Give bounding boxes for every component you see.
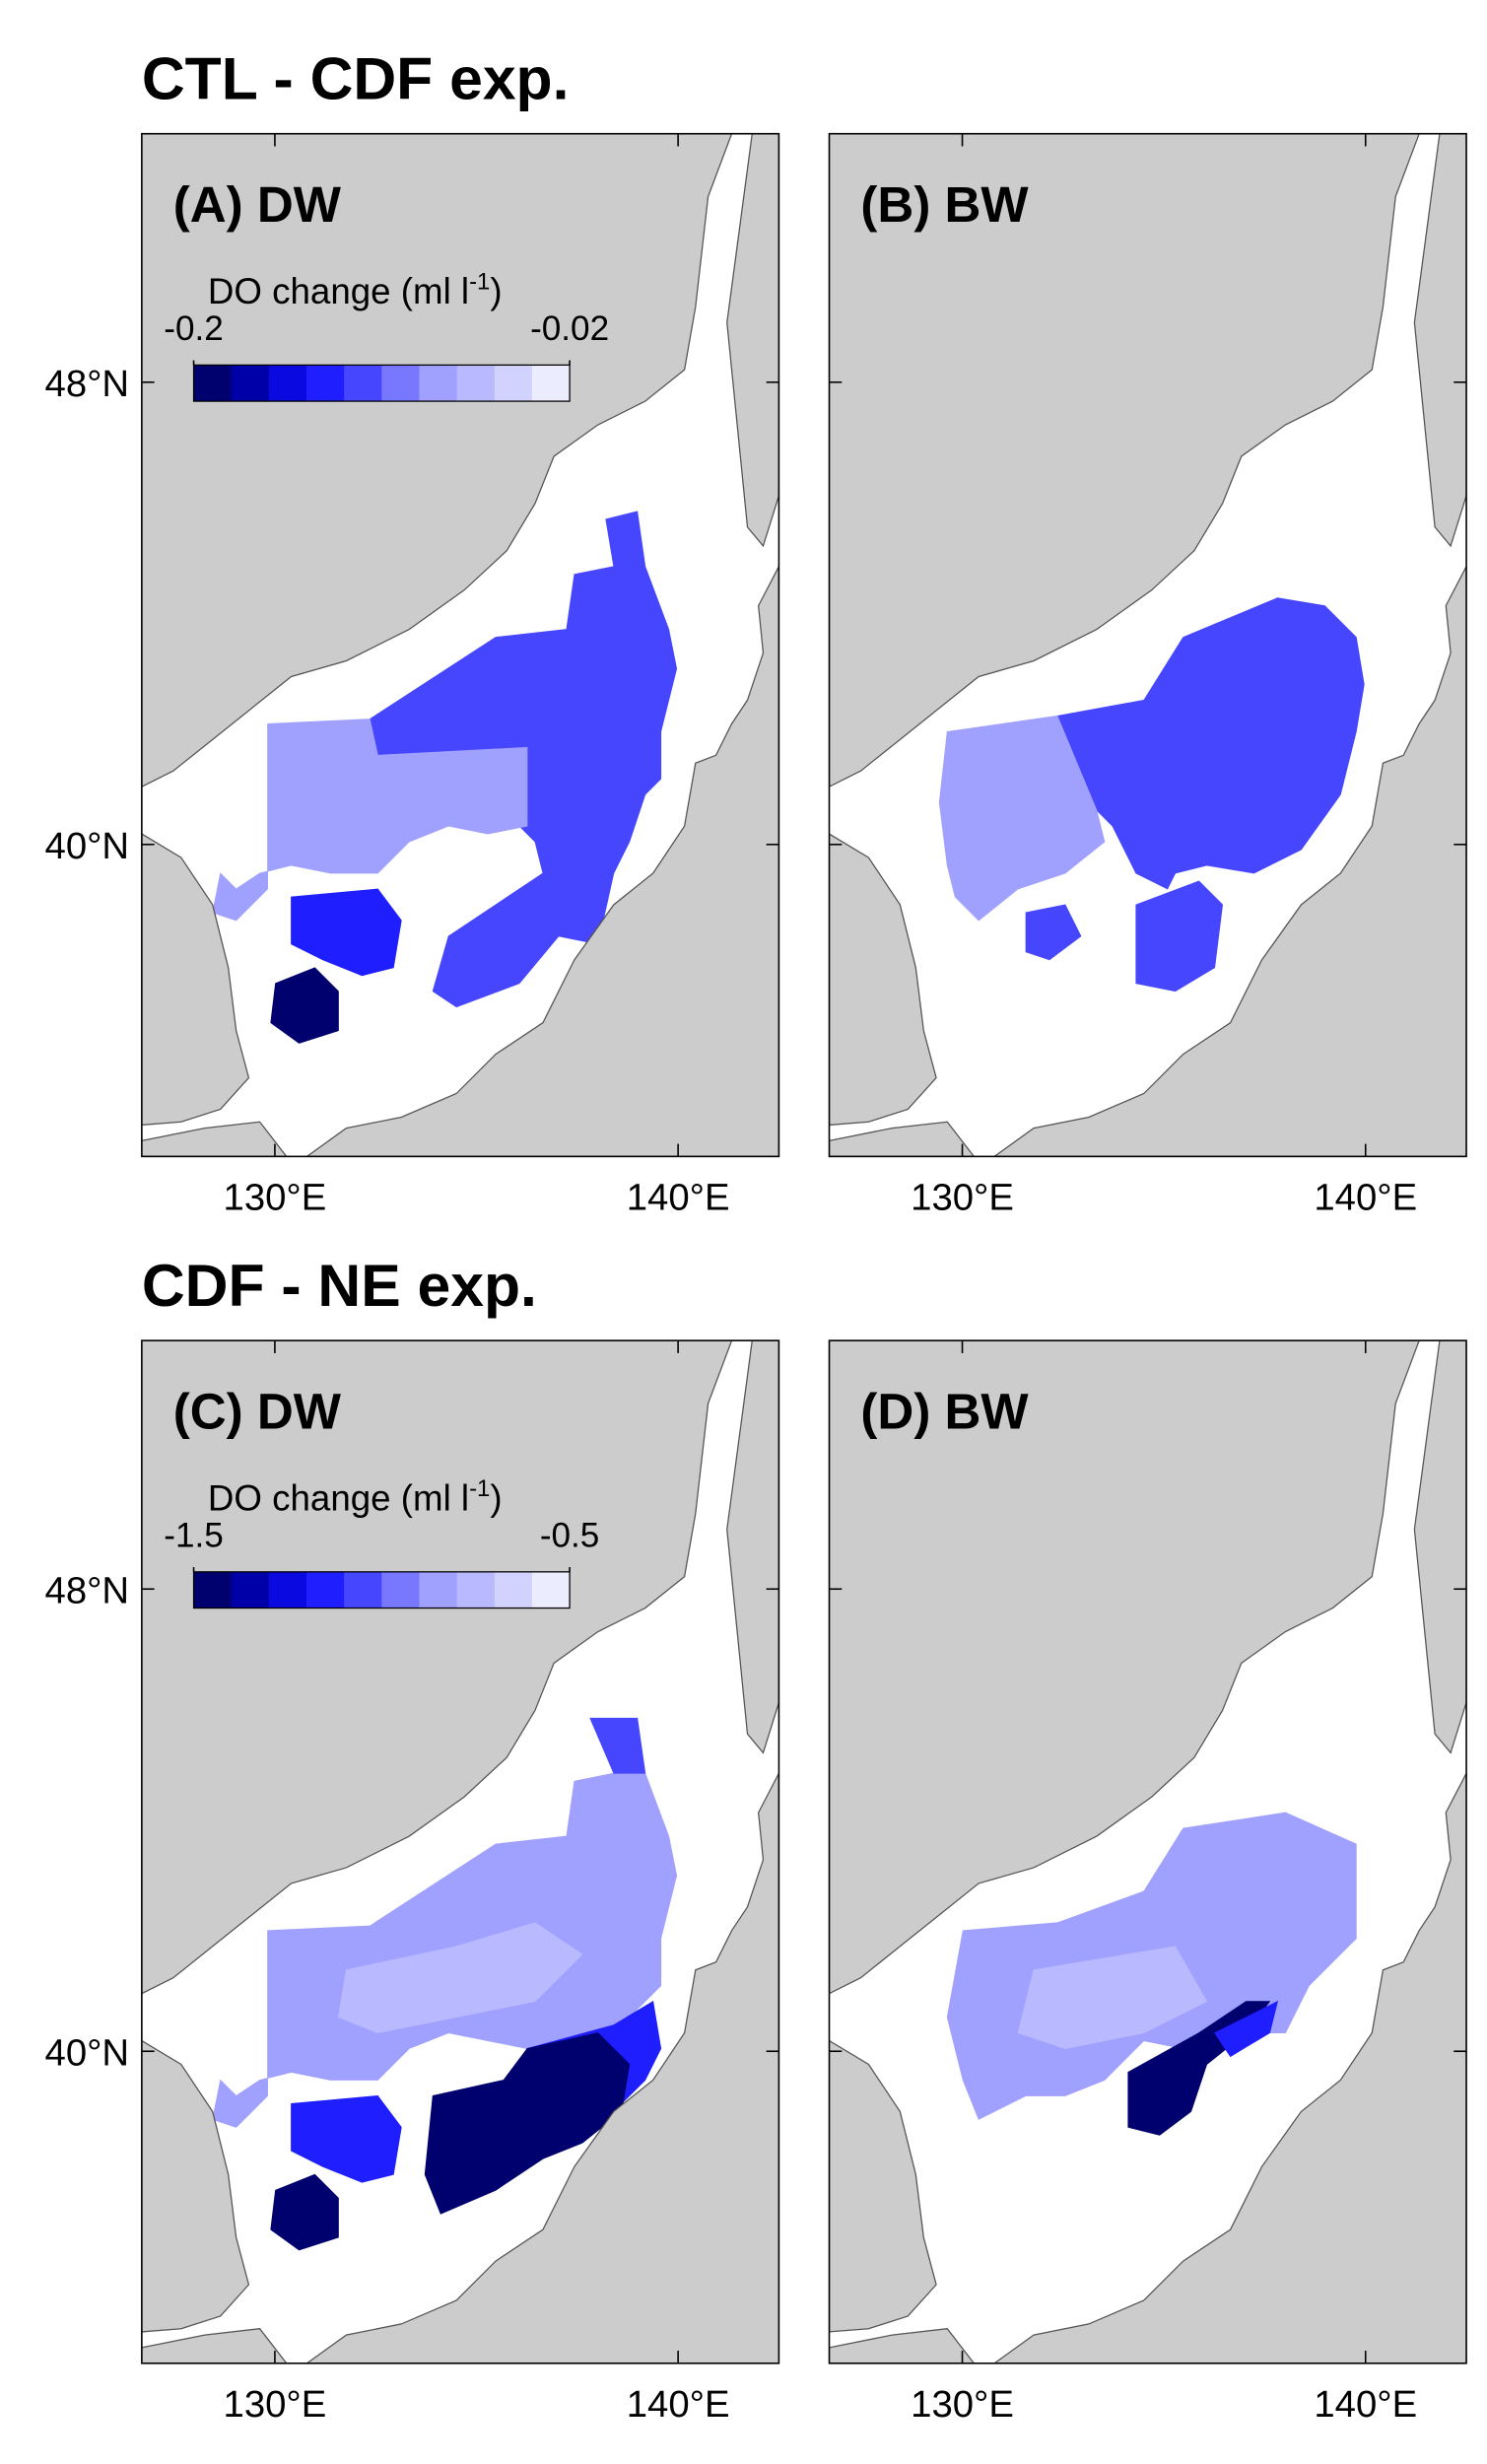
map-panel: 130°E 140°E (B) BW <box>828 132 1467 1219</box>
colorbar-frame <box>192 1571 571 1609</box>
colorbar-label: DO change (ml l-1) <box>208 269 503 311</box>
colorbar-label-end: ) <box>490 271 502 311</box>
map-area <box>141 1340 779 2363</box>
colorbar-tick-label: -0.02 <box>530 309 609 348</box>
x-tick-label: 140°E <box>627 1177 730 1219</box>
row-title: CDF - NE exp. <box>142 1252 537 1319</box>
colorbar-tick-label: -1.5 <box>164 1516 224 1554</box>
colorbar-swatch <box>381 365 420 402</box>
colorbar-label-text: DO change (ml l <box>208 271 469 311</box>
do-change-patch <box>1214 2000 1279 2058</box>
colorbar-swatch <box>381 1571 420 1608</box>
colorbar-swatch <box>268 365 307 402</box>
map-area <box>829 1340 1467 2363</box>
colorbar-swatch <box>344 365 382 402</box>
y-tick-label: 48°N <box>45 363 130 405</box>
panel-label: (B) BW <box>860 176 1029 233</box>
y-tick-label: 40°N <box>45 2032 130 2075</box>
do-change-patch <box>1025 904 1082 961</box>
do-change-patch <box>291 888 402 977</box>
colorbar-label: DO change (ml l-1) <box>208 1475 503 1518</box>
map-frame <box>828 132 1467 1158</box>
colorbar-label-text: DO change (ml l <box>208 1478 469 1519</box>
x-tick-label: 130°E <box>911 2383 1014 2426</box>
colorbar-swatch <box>193 1571 233 1608</box>
do-change-patch <box>270 2173 339 2251</box>
map-frame <box>141 1339 780 2364</box>
x-tick-label: 140°E <box>1314 2383 1417 2426</box>
colorbar-swatch <box>419 365 458 402</box>
colorbar-swatch <box>494 365 533 402</box>
do-change-patch <box>369 511 678 1008</box>
x-tick-label: 140°E <box>627 2383 730 2426</box>
map-area <box>141 133 779 1157</box>
do-change-patch <box>337 1922 583 2033</box>
x-tick-label: 130°E <box>224 1177 327 1219</box>
colorbar-label-end: ) <box>490 1478 502 1519</box>
colorbar-swatch <box>456 1571 496 1608</box>
panel-label: (C) DW <box>173 1384 342 1440</box>
colorbar-label-exponent: -1 <box>469 269 490 296</box>
do-change-patch <box>1017 1946 1208 2049</box>
do-change-patch <box>291 2095 402 2183</box>
colorbar-swatch <box>193 365 233 402</box>
map-panel: 130°E 140°E (D) BW <box>828 1339 1467 2426</box>
colorbar-swatch <box>456 365 496 402</box>
colorbar-tick-label: -0.2 <box>164 309 224 348</box>
do-change-patch <box>270 967 339 1044</box>
do-change-patch <box>938 715 1106 922</box>
x-tick-label: 140°E <box>1314 1177 1417 1219</box>
x-tick-label: 130°E <box>224 2383 327 2426</box>
map-frame <box>828 1339 1467 2364</box>
colorbar-swatch <box>494 1571 533 1608</box>
colorbar-swatch <box>306 1571 345 1608</box>
colorbar-swatch <box>231 365 270 402</box>
colorbar-frame <box>192 364 571 402</box>
map-area <box>829 133 1467 1157</box>
colorbar-label-exponent: -1 <box>469 1475 490 1502</box>
colorbar-tick-label: -0.5 <box>540 1516 600 1554</box>
y-tick-label: 48°N <box>45 1570 130 1612</box>
colorbar-swatch <box>231 1571 270 1608</box>
colorbar-swatch <box>531 1571 571 1608</box>
colorbar-swatch <box>531 365 571 402</box>
colorbar-swatch <box>306 365 345 402</box>
do-change-patch <box>212 719 528 922</box>
colorbar-swatch <box>268 1571 307 1608</box>
x-tick-label: 130°E <box>911 1177 1014 1219</box>
map-frame <box>141 132 780 1158</box>
colorbar-swatch <box>419 1571 458 1608</box>
do-change-patch <box>589 1717 646 1774</box>
y-tick-label: 40°N <box>45 825 130 867</box>
do-change-patch <box>1135 880 1224 992</box>
row-title: CTL - CDF exp. <box>142 45 570 112</box>
colorbar-swatch <box>344 1571 382 1608</box>
panel-label: (D) BW <box>860 1384 1029 1440</box>
panel-label: (A) DW <box>173 176 342 233</box>
do-change-patch <box>1056 597 1365 890</box>
